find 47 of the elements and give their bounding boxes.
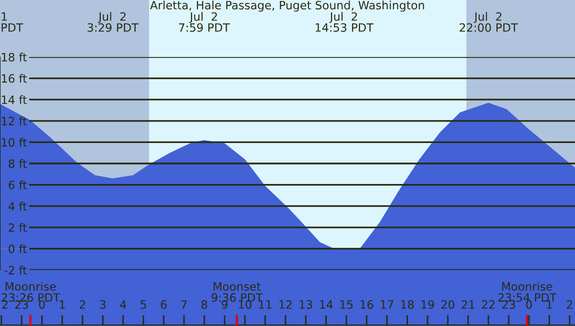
x-tick-label: 22 — [482, 300, 495, 309]
x-tick-label: 1 — [546, 300, 552, 309]
x-tick-label: 2 — [80, 300, 86, 309]
y-tick-label: 18 ft — [2, 52, 27, 62]
x-tick-label: 23 — [502, 300, 516, 309]
x-tick-label: 18 — [401, 300, 414, 309]
text: Jul 2 3:29 PDT — [88, 12, 139, 32]
x-tick-label: 19 — [422, 300, 434, 309]
y-tick-label: 16 ft — [2, 74, 27, 83]
y-tick-label: 12 ft — [2, 116, 27, 126]
chart-title: Arletta, Hale Passage, Puget Sound, Washington — [150, 0, 424, 12]
y-tick-label: 0 ft — [8, 244, 27, 254]
x-tick-label: 14 — [320, 300, 333, 309]
text: 1 PDT — [2, 12, 24, 32]
x-tick-label: 0 — [39, 300, 45, 309]
x-tick-label: 3 — [100, 300, 106, 309]
x-tick-label: 21 — [462, 300, 474, 309]
y-tick-label: 14 ft — [2, 95, 27, 104]
x-tick-label: 2 — [566, 300, 572, 309]
ref-line-label: Moonset 9:36 PDT — [212, 282, 263, 302]
x-tick-label: 9 — [222, 300, 228, 309]
x-tick-label: 10 — [238, 300, 252, 309]
y-tick-label: 2 ft — [8, 223, 27, 232]
x-tick-label: 0 — [526, 300, 532, 309]
x-tick-label: 15 — [340, 300, 353, 309]
x-tick-label: 5 — [140, 300, 146, 309]
y-tick-label: -2 ft — [4, 266, 27, 274]
x-tick-label: 16 — [360, 300, 374, 309]
y-tick-label: 8 ft — [8, 159, 27, 168]
y-tick-label: 6 ft — [8, 180, 27, 190]
text: Jul 2 14:53 PDT — [316, 12, 374, 32]
text: Jul 2 22:00 PDT — [460, 12, 518, 32]
x-tick-label: 4 — [120, 300, 126, 309]
x-tick-label: 20 — [441, 300, 454, 309]
x-tick-label: 17 — [380, 300, 394, 309]
x-tick-label: 12 — [279, 300, 292, 309]
x-tick-label: 7 — [181, 300, 187, 309]
x-tick-label: 23 — [15, 300, 28, 309]
x-tick-label: 1 — [60, 300, 65, 309]
x-tick-label: 8 — [201, 300, 208, 309]
x-tick-label: 11 — [259, 300, 272, 309]
ref-line-label: Moonrise 23:54 PDT — [498, 282, 557, 302]
y-tick-label: 4 ft — [8, 202, 27, 210]
text: Jul 2 7:59 PDT — [178, 12, 230, 32]
x-tick-label: 13 — [300, 300, 312, 309]
x-tick-label: 6 — [160, 300, 167, 309]
y-tick-label: 10 ft — [2, 138, 27, 147]
